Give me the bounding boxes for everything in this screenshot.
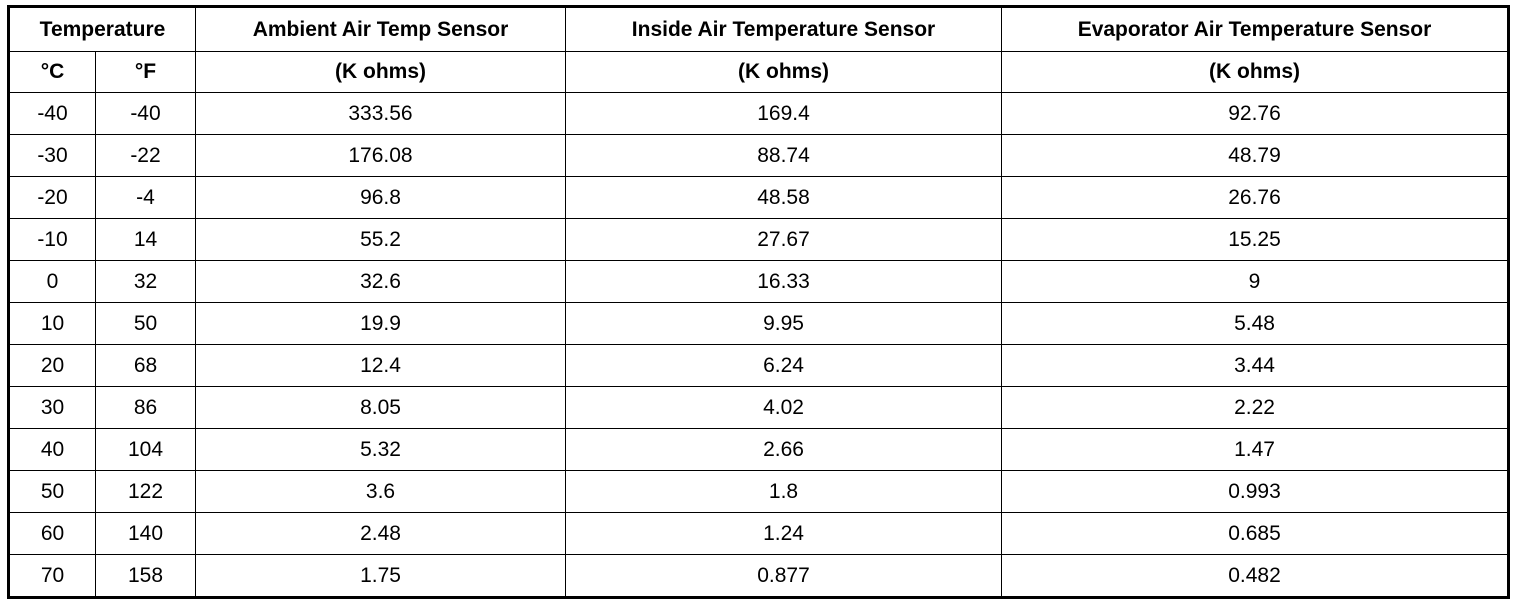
- data-cell: 86: [95, 386, 196, 429]
- data-cell: 26.76: [1001, 176, 1509, 219]
- data-cell: 88.74: [565, 134, 1002, 177]
- data-cell: 1.75: [195, 554, 566, 598]
- data-cell: 5.32: [195, 428, 566, 471]
- data-cell: -10: [8, 218, 96, 261]
- header-cell: Ambient Air Temp Sensor: [195, 6, 566, 52]
- header-row: Temperature Ambient Air Temp Sensor Insi…: [8, 6, 1509, 52]
- data-cell: 48.58: [565, 176, 1002, 219]
- data-cell: 158: [95, 554, 196, 598]
- data-row: 30 86 8.05 4.02 2.22: [8, 386, 1509, 429]
- data-cell: 176.08: [195, 134, 566, 177]
- data-cell: 0.685: [1001, 512, 1509, 555]
- data-cell: -20: [8, 176, 96, 219]
- data-row: -20 -4 96.8 48.58 26.76: [8, 176, 1509, 219]
- data-cell: 30: [8, 386, 96, 429]
- data-cell: 3.6: [195, 470, 566, 513]
- unit-row: °C °F (K ohms) (K ohms) (K ohms): [8, 51, 1509, 93]
- data-row: 40 104 5.32 2.66 1.47: [8, 428, 1509, 471]
- data-cell: -22: [95, 134, 196, 177]
- data-cell: 16.33: [565, 260, 1002, 303]
- data-cell: 50: [95, 302, 196, 345]
- unit-cell: °F: [95, 51, 196, 93]
- data-cell: 2.66: [565, 428, 1002, 471]
- data-cell: 3.44: [1001, 344, 1509, 387]
- data-cell: 9.95: [565, 302, 1002, 345]
- data-cell: 50: [8, 470, 96, 513]
- data-cell: 0.482: [1001, 554, 1509, 598]
- data-cell: 8.05: [195, 386, 566, 429]
- data-cell: 48.79: [1001, 134, 1509, 177]
- data-cell: 10: [8, 302, 96, 345]
- data-cell: 0: [8, 260, 96, 303]
- data-row: 0 32 32.6 16.33 9: [8, 260, 1509, 303]
- data-cell: 70: [8, 554, 96, 598]
- data-cell: 12.4: [195, 344, 566, 387]
- unit-cell: (K ohms): [195, 51, 566, 93]
- data-cell: 92.76: [1001, 92, 1509, 135]
- data-cell: 68: [95, 344, 196, 387]
- data-cell: 4.02: [565, 386, 1002, 429]
- data-cell: 333.56: [195, 92, 566, 135]
- data-cell: 1.47: [1001, 428, 1509, 471]
- data-cell: 20: [8, 344, 96, 387]
- data-cell: 15.25: [1001, 218, 1509, 261]
- data-row: 60 140 2.48 1.24 0.685: [8, 512, 1509, 555]
- data-row: -10 14 55.2 27.67 15.25: [8, 218, 1509, 261]
- data-cell: 122: [95, 470, 196, 513]
- data-cell: 6.24: [565, 344, 1002, 387]
- data-cell: 5.48: [1001, 302, 1509, 345]
- data-row: 10 50 19.9 9.95 5.48: [8, 302, 1509, 345]
- data-cell: 104: [95, 428, 196, 471]
- data-cell: 40: [8, 428, 96, 471]
- data-cell: 19.9: [195, 302, 566, 345]
- data-row: -40 -40 333.56 169.4 92.76: [8, 92, 1509, 135]
- data-cell: -30: [8, 134, 96, 177]
- data-cell: 32: [95, 260, 196, 303]
- unit-cell: (K ohms): [1001, 51, 1509, 93]
- data-cell: -4: [95, 176, 196, 219]
- unit-cell: °C: [8, 51, 96, 93]
- data-row: 50 122 3.6 1.8 0.993: [8, 470, 1509, 513]
- data-cell: -40: [95, 92, 196, 135]
- unit-cell: (K ohms): [565, 51, 1002, 93]
- header-cell: Evaporator Air Temperature Sensor: [1001, 6, 1509, 52]
- data-cell: 1.8: [565, 470, 1002, 513]
- header-cell: Temperature: [8, 6, 196, 52]
- data-cell: 27.67: [565, 218, 1002, 261]
- table-body: Temperature Ambient Air Temp Sensor Insi…: [8, 6, 1509, 598]
- data-row: 20 68 12.4 6.24 3.44: [8, 344, 1509, 387]
- data-cell: 140: [95, 512, 196, 555]
- data-cell: -40: [8, 92, 96, 135]
- data-cell: 96.8: [195, 176, 566, 219]
- data-row: -30 -22 176.08 88.74 48.79: [8, 134, 1509, 177]
- resistance-table: Temperature Ambient Air Temp Sensor Insi…: [7, 5, 1510, 599]
- header-cell: Inside Air Temperature Sensor: [565, 6, 1002, 52]
- data-cell: 32.6: [195, 260, 566, 303]
- data-cell: 0.993: [1001, 470, 1509, 513]
- data-cell: 2.22: [1001, 386, 1509, 429]
- data-cell: 55.2: [195, 218, 566, 261]
- data-cell: 9: [1001, 260, 1509, 303]
- data-row: 70 158 1.75 0.877 0.482: [8, 554, 1509, 598]
- data-cell: 169.4: [565, 92, 1002, 135]
- data-cell: 2.48: [195, 512, 566, 555]
- data-cell: 1.24: [565, 512, 1002, 555]
- data-cell: 60: [8, 512, 96, 555]
- data-cell: 0.877: [565, 554, 1002, 598]
- data-cell: 14: [95, 218, 196, 261]
